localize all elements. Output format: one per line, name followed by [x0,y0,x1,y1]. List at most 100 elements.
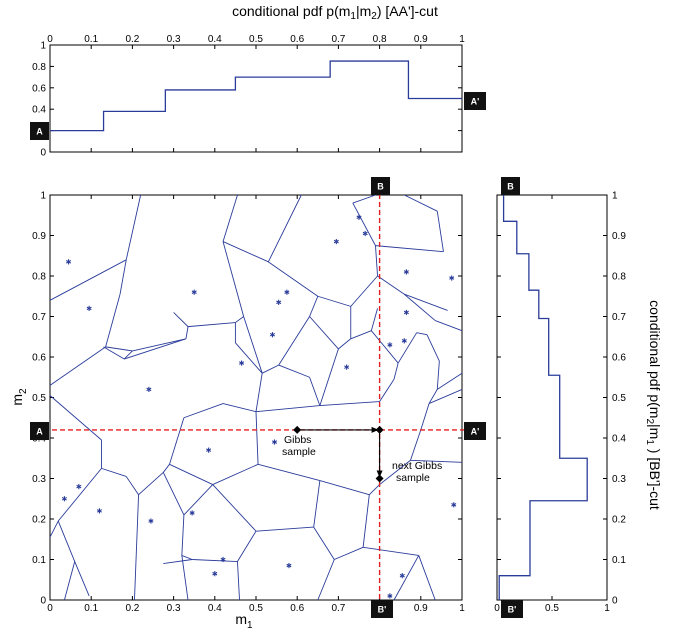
voronoi-edge [319,348,339,406]
voronoi-edge [436,361,440,390]
voronoi-edge [418,555,436,601]
voronoi-edge [181,514,185,556]
gibbs-label-line2: sample [282,446,316,458]
main-x-tick-label: 0.2 [125,603,139,614]
voronoi-edge [334,546,364,560]
voronoi-edge [57,468,102,522]
voronoi-edge [257,463,320,481]
top-x-tick-label: 0.8 [373,34,387,45]
voronoi-edge [278,316,310,366]
scatter-point [269,332,276,338]
main-x-tick-label: 0.5 [249,603,263,614]
main-y-tick-label: 0.3 [32,474,46,485]
voronoi-edge [183,484,214,516]
scatter-point [148,518,154,524]
svg-text:A: A [36,127,43,137]
voronoi-edge [74,561,90,597]
right-chart: 0 0.5 1 00.10.20.30.40.50.60.70.80.91 cond… [494,191,663,615]
main-x-tick-label: 0.9 [414,603,428,614]
main-chart: 0 0.1 0.2 0.3 0.4 0.5 0.6 0.7 0.8 0.9 1 0 0.1 0.2 0.3… [9,186,476,631]
scatter-point [61,496,67,502]
voronoi-edge [162,464,170,473]
diamond-icon [375,425,384,434]
voronoi-edge [352,202,376,246]
voronoi-edges [49,194,463,601]
voronoi-edge [410,429,422,461]
voronoi-edge [162,472,185,516]
voronoi-edge [350,330,372,340]
next-gibbs-label-line2: sample [396,472,430,484]
right-y-tick-label: 0.6 [612,353,626,364]
top-y-tick-label: 1 [40,41,46,52]
scatter-point [206,447,212,453]
svg-text:A': A' [471,427,480,437]
voronoi-edge [338,338,352,350]
top-y-tick-label: 0.8 [32,62,46,73]
top-chart-title: conditional pdf p(m1|m2) [AA']-cut [232,3,438,22]
top-x-tick-label: 0.3 [167,34,181,45]
svg-text:B': B' [508,605,517,615]
right-x-tick-label: 0.5 [545,603,559,614]
voronoi-edge [317,559,335,601]
voronoi-edge [169,463,213,485]
right-x-tick-label: 0 [494,603,500,614]
top-x-tick-label: 0.1 [84,34,98,45]
voronoi-edge [426,334,440,362]
scatter-point [284,289,290,295]
top-x-tick-label: 0.9 [414,34,428,45]
voronoi-edge [267,194,302,263]
scatter-points [61,214,457,599]
voronoi-edge [309,296,319,317]
top-y-ticks: 00.20.40.60.81 [32,41,462,159]
voronoi-edge [404,293,436,321]
voronoi-edge [317,295,351,307]
voronoi-edge [428,388,463,404]
right-y-tick-label: 0.9 [612,231,626,242]
main-chart-frame [49,194,463,601]
main-x-axis-label: m1 [235,611,253,631]
voronoi-edge [375,245,378,277]
voronoi-edge [435,320,463,332]
right-x-ticks: 0 0.5 1 [494,195,610,614]
main-y-tick-label: 0.9 [32,231,46,242]
voronoi-edge [103,346,125,360]
marker-B-main: B [371,177,390,195]
scatter-point [451,502,457,508]
voronoi-edge [428,389,438,404]
voronoi-edge [404,293,448,311]
scatter-point [387,593,393,599]
marker-B-right: B [501,177,520,195]
voronoi-edge [255,373,263,412]
top-x-tick-label: 0.4 [208,34,222,45]
main-y-tick-label: 0.7 [32,312,46,323]
right-x-tick-label: 1 [604,603,610,614]
voronoi-edge [49,259,127,301]
diamond-icon [375,474,384,483]
right-y-tick-label: 0.1 [612,555,626,566]
voronoi-edge [119,259,127,295]
main-y-tick-label: 0 [40,596,46,607]
voronoi-edge [261,364,279,374]
voronoi-edge [309,316,339,350]
right-chart-frame [496,194,608,601]
voronoi-edge [410,459,463,463]
scatter-point [276,299,282,305]
scatter-point [362,230,368,237]
main-x-tick-label: 0.3 [167,603,181,614]
main-y-tick-label: 0.1 [32,555,46,566]
voronoi-edge [183,403,224,419]
marker-A-prime-main: A' [464,422,486,440]
voronoi-edge [375,245,444,253]
voronoi-edge [212,463,259,485]
marker-A-top: A [30,122,49,140]
svg-text:conditional pdf p(m2|m1 ) [BB: conditional pdf p(m2|m1 ) [BB']-cut [644,300,663,510]
voronoi-edge [192,559,238,562]
scatter-point [387,342,393,348]
scatter-point [76,484,82,490]
voronoi-edge [63,561,76,601]
scatter-point [399,573,405,579]
main-x-ticks: 00.10.20.30.40.50.60.70.80.91 [47,195,465,614]
main-x-tick-label: 0.4 [208,603,222,614]
voronoi-edge [393,362,399,380]
